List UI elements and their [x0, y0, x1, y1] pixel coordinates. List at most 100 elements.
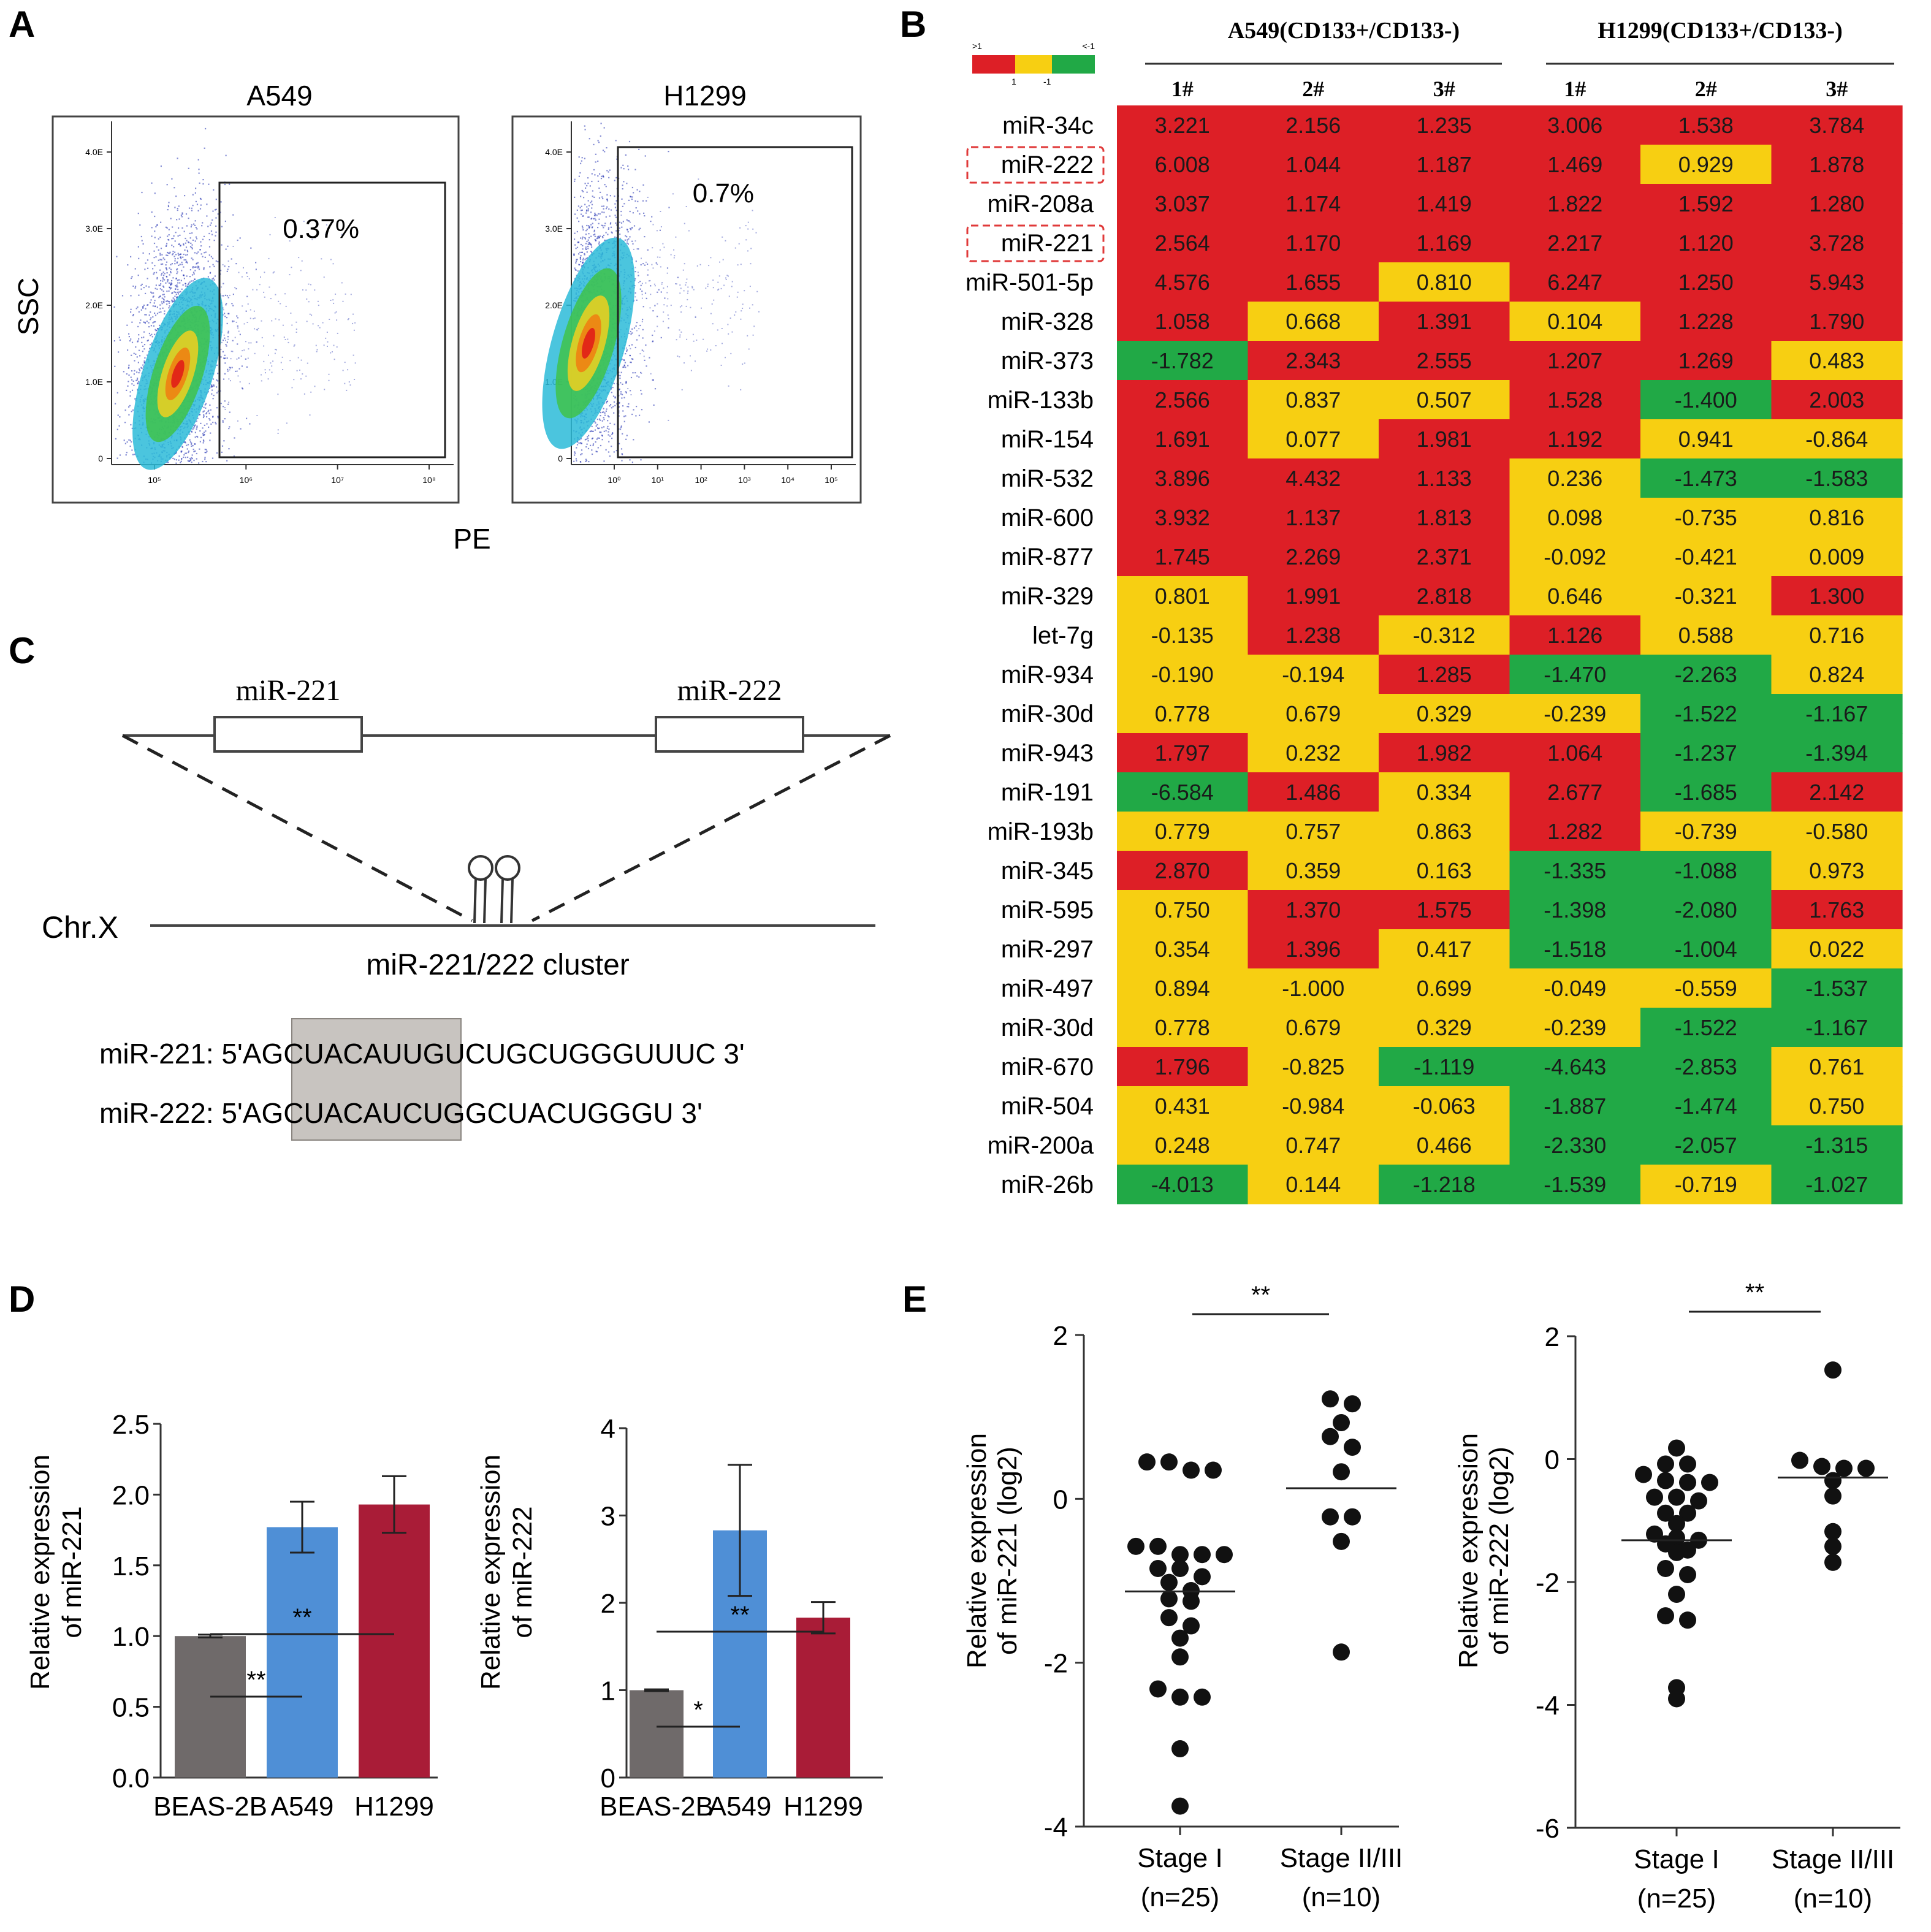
flow-event — [177, 268, 178, 270]
flow-event — [650, 285, 652, 287]
heatmap-cell — [1379, 772, 1510, 812]
flow-event — [180, 451, 182, 452]
flow-event — [184, 195, 186, 197]
flow-event — [207, 261, 209, 262]
flow-event — [601, 175, 603, 177]
flow-event — [224, 220, 226, 222]
flow-event — [237, 343, 238, 345]
flow-event — [125, 454, 127, 456]
flow-event — [640, 284, 642, 286]
flow-event — [213, 384, 215, 386]
flow-event — [633, 327, 636, 329]
flow-event — [587, 248, 589, 249]
flow-event — [603, 411, 604, 413]
flow-event — [657, 303, 658, 305]
heatmap-row-label: miR-191 — [1001, 779, 1094, 806]
flow-event — [172, 253, 174, 255]
flow-event — [180, 462, 181, 463]
flow-event — [225, 344, 227, 346]
heatmap-cell-value: 1.790 — [1809, 309, 1864, 334]
flow-event — [195, 266, 197, 268]
flow-event — [725, 240, 726, 242]
flow-event — [593, 215, 596, 216]
flow-event — [707, 283, 709, 285]
flow-event — [749, 286, 751, 287]
flow-event — [245, 310, 247, 312]
flow-event — [659, 229, 661, 231]
heatmap-cell-value: 1.469 — [1547, 152, 1602, 177]
flow-event — [129, 391, 131, 393]
heatmap-cell — [1117, 537, 1249, 577]
flow-event — [192, 445, 194, 447]
flow-event — [628, 332, 630, 334]
flow-event — [128, 406, 130, 408]
flow-event — [662, 243, 664, 245]
flow-event — [162, 263, 164, 265]
flow-event — [131, 276, 133, 278]
flow-event — [129, 405, 131, 406]
flow-event — [210, 409, 211, 411]
flow-event — [730, 352, 732, 354]
flow-event — [238, 272, 240, 273]
heatmap-cell-value: -1.583 — [1805, 466, 1868, 491]
flow-event — [642, 329, 644, 330]
flow-event — [655, 262, 657, 264]
flow-event — [215, 422, 216, 424]
heatmap-cell-value: 1.528 — [1547, 387, 1602, 413]
flow-event — [223, 309, 224, 311]
heatmap-cell-value: 1.187 — [1417, 152, 1472, 177]
flow-event — [141, 191, 143, 194]
heatmap-cell — [1771, 968, 1903, 1008]
flow-event — [115, 403, 116, 405]
flow-event — [224, 313, 226, 314]
flow-event — [593, 218, 595, 220]
flow-event — [590, 251, 592, 253]
flow-event — [620, 393, 622, 395]
flow-event — [622, 394, 623, 395]
flow-event — [607, 228, 609, 230]
flow-event — [683, 290, 685, 292]
flow-event — [612, 406, 614, 408]
flow-event — [254, 317, 256, 319]
legend-tick-1: 1 — [1011, 77, 1016, 86]
flow-event — [639, 213, 641, 215]
heatmap-cell-value: 0.973 — [1809, 858, 1864, 883]
heatmap-cell — [1509, 223, 1641, 263]
heatmap-color-legend: >1 <-1 1 -1 — [972, 41, 1095, 86]
flow-event — [165, 226, 167, 228]
flow-event — [579, 172, 581, 174]
flow-event — [652, 267, 654, 269]
flow-event — [223, 357, 225, 360]
flow-event — [684, 263, 685, 265]
flow-event — [606, 194, 608, 196]
flow-event — [156, 278, 158, 280]
flow-event — [717, 289, 719, 291]
flow-event — [631, 227, 633, 229]
flow-event — [728, 333, 729, 335]
flow-event — [634, 200, 636, 202]
flow-event — [249, 309, 251, 311]
flow-event — [215, 423, 217, 425]
flow-event — [652, 310, 654, 312]
flow-event — [152, 296, 154, 298]
flow-event — [623, 168, 625, 170]
flow-event — [587, 239, 589, 241]
flow-event — [698, 178, 699, 180]
flow-event — [176, 269, 178, 271]
flow-event — [722, 259, 724, 261]
flow-event — [181, 213, 183, 215]
flow-event — [128, 336, 130, 338]
heatmap-cell — [1771, 537, 1903, 577]
flow-event — [170, 218, 172, 219]
flow-event — [626, 183, 628, 184]
flow-event — [213, 240, 215, 242]
flow-event — [172, 277, 174, 279]
flow-event — [584, 253, 585, 254]
flow-event — [223, 283, 224, 284]
flow-event — [141, 283, 143, 285]
heatmap-cell — [1640, 145, 1772, 184]
heatmap-cell — [1247, 302, 1379, 341]
flow-event — [187, 284, 189, 286]
flow-event — [346, 389, 348, 391]
flow-event — [719, 261, 720, 263]
